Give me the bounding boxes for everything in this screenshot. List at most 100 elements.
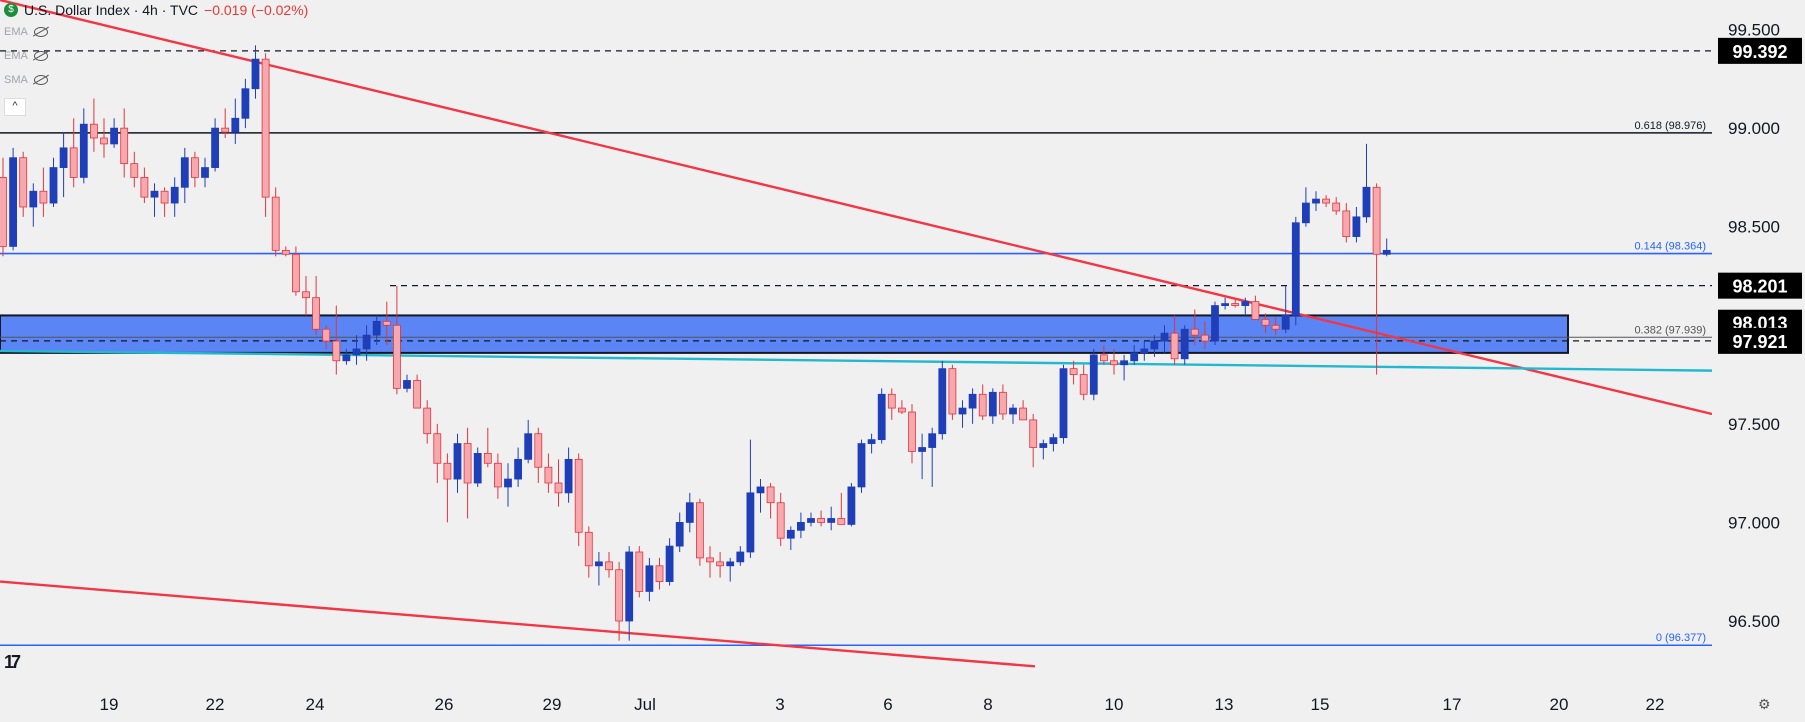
- x-tick-label: Jul: [634, 695, 656, 714]
- candle: [1322, 195, 1330, 207]
- indicator-label: SMA: [4, 74, 28, 86]
- candle-body: [413, 380, 422, 409]
- candle-body: [342, 354, 351, 362]
- candle: [372, 315, 381, 345]
- x-tick-label: 8: [983, 695, 992, 714]
- candle-body: [867, 439, 876, 444]
- candle: [584, 526, 593, 578]
- candle-body: [201, 167, 209, 178]
- candle: [473, 447, 482, 487]
- candle: [312, 276, 321, 336]
- candle: [291, 246, 300, 296]
- candle: [130, 151, 139, 188]
- candle-body: [453, 443, 462, 480]
- candle-body: [433, 433, 442, 464]
- x-tick-label: 15: [1311, 695, 1330, 714]
- candle-body: [908, 411, 916, 452]
- eye-off-icon[interactable]: [33, 75, 48, 85]
- candle: [322, 325, 331, 349]
- candle: [241, 78, 250, 129]
- y-tick-label: 99.500: [1728, 21, 1780, 40]
- candle: [807, 512, 815, 527]
- eye-off-icon[interactable]: [33, 51, 48, 61]
- candle-body: [1322, 198, 1330, 204]
- candle-body: [786, 529, 795, 539]
- candle-body: [423, 407, 432, 435]
- candle-body: [362, 334, 371, 350]
- candle-body: [9, 157, 18, 247]
- candle-body: [1069, 368, 1078, 375]
- candle: [493, 453, 502, 499]
- candle-body: [958, 407, 967, 415]
- candle-body: [49, 167, 58, 204]
- candle: [887, 388, 896, 420]
- candle: [1029, 414, 1038, 468]
- candle: [79, 108, 88, 184]
- candle-body: [837, 518, 846, 525]
- indicator-row-ema-2[interactable]: EMA: [4, 50, 48, 62]
- candle: [362, 325, 371, 361]
- support-zone: [0, 314, 1569, 354]
- symbol-title[interactable]: U.S. Dollar Index · 4h · TVC: [24, 2, 199, 18]
- candle-body: [251, 58, 260, 90]
- price-change: −0.019 (−0.02%): [204, 2, 309, 18]
- candle: [1140, 341, 1149, 361]
- indicator-row-sma[interactable]: SMA: [4, 74, 48, 86]
- candle-body: [857, 443, 866, 488]
- candle-body: [0, 177, 7, 247]
- candle-body: [645, 565, 654, 592]
- y-tick-label: 96.500: [1728, 612, 1780, 631]
- candle-body: [332, 340, 341, 362]
- candle: [504, 463, 512, 507]
- candle-body: [736, 551, 745, 563]
- candle: [746, 439, 755, 558]
- candle: [1069, 360, 1078, 385]
- tradingview-logo[interactable]: 17: [4, 652, 21, 672]
- candle-body: [1100, 354, 1108, 362]
- collapse-legend-button[interactable]: ^: [4, 98, 26, 116]
- candle-body: [504, 478, 512, 488]
- candle: [1100, 345, 1108, 365]
- candle-body: [180, 157, 189, 188]
- x-tick-label: 17: [1443, 695, 1462, 714]
- candle: [1312, 191, 1320, 211]
- candle-body: [352, 348, 361, 356]
- chart-header[interactable]: $ U.S. Dollar Index · 4h · TVC −0.019 (−…: [4, 2, 308, 18]
- candle: [574, 453, 583, 547]
- candle: [554, 459, 563, 507]
- candle: [1211, 301, 1219, 345]
- price-label-text: 99.392: [1732, 42, 1787, 62]
- candle: [665, 538, 674, 586]
- candle: [1110, 348, 1118, 375]
- candle-body: [483, 453, 492, 464]
- candle-body: [1079, 374, 1088, 395]
- candle: [271, 187, 280, 257]
- fib-label: 0.382 (97.939): [1634, 324, 1706, 336]
- candle-body: [120, 127, 129, 165]
- fib-label: 0.618 (98.976): [1634, 120, 1706, 132]
- candle-body: [1170, 332, 1179, 360]
- candle-body: [685, 502, 694, 523]
- candle-body: [696, 502, 704, 559]
- candle: [1241, 297, 1250, 316]
- x-tick-label: 3: [775, 695, 784, 714]
- candle: [180, 147, 189, 204]
- candle: [1049, 433, 1058, 452]
- eye-off-icon[interactable]: [33, 27, 48, 37]
- candle-body: [1231, 303, 1240, 306]
- candle-body: [19, 157, 28, 208]
- candle: [190, 151, 199, 188]
- candle: [1302, 187, 1310, 227]
- gear-icon[interactable]: ⚙: [1758, 696, 1771, 712]
- candle: [1160, 325, 1169, 353]
- candle: [958, 400, 967, 428]
- candle: [150, 183, 159, 217]
- candle-body: [473, 453, 482, 484]
- candle-body: [1342, 210, 1351, 237]
- indicator-row-ema-1[interactable]: EMA: [4, 26, 48, 38]
- candle: [1231, 299, 1240, 308]
- candle-body: [584, 531, 593, 567]
- candle-body: [1190, 328, 1199, 336]
- candle-body: [1049, 437, 1058, 444]
